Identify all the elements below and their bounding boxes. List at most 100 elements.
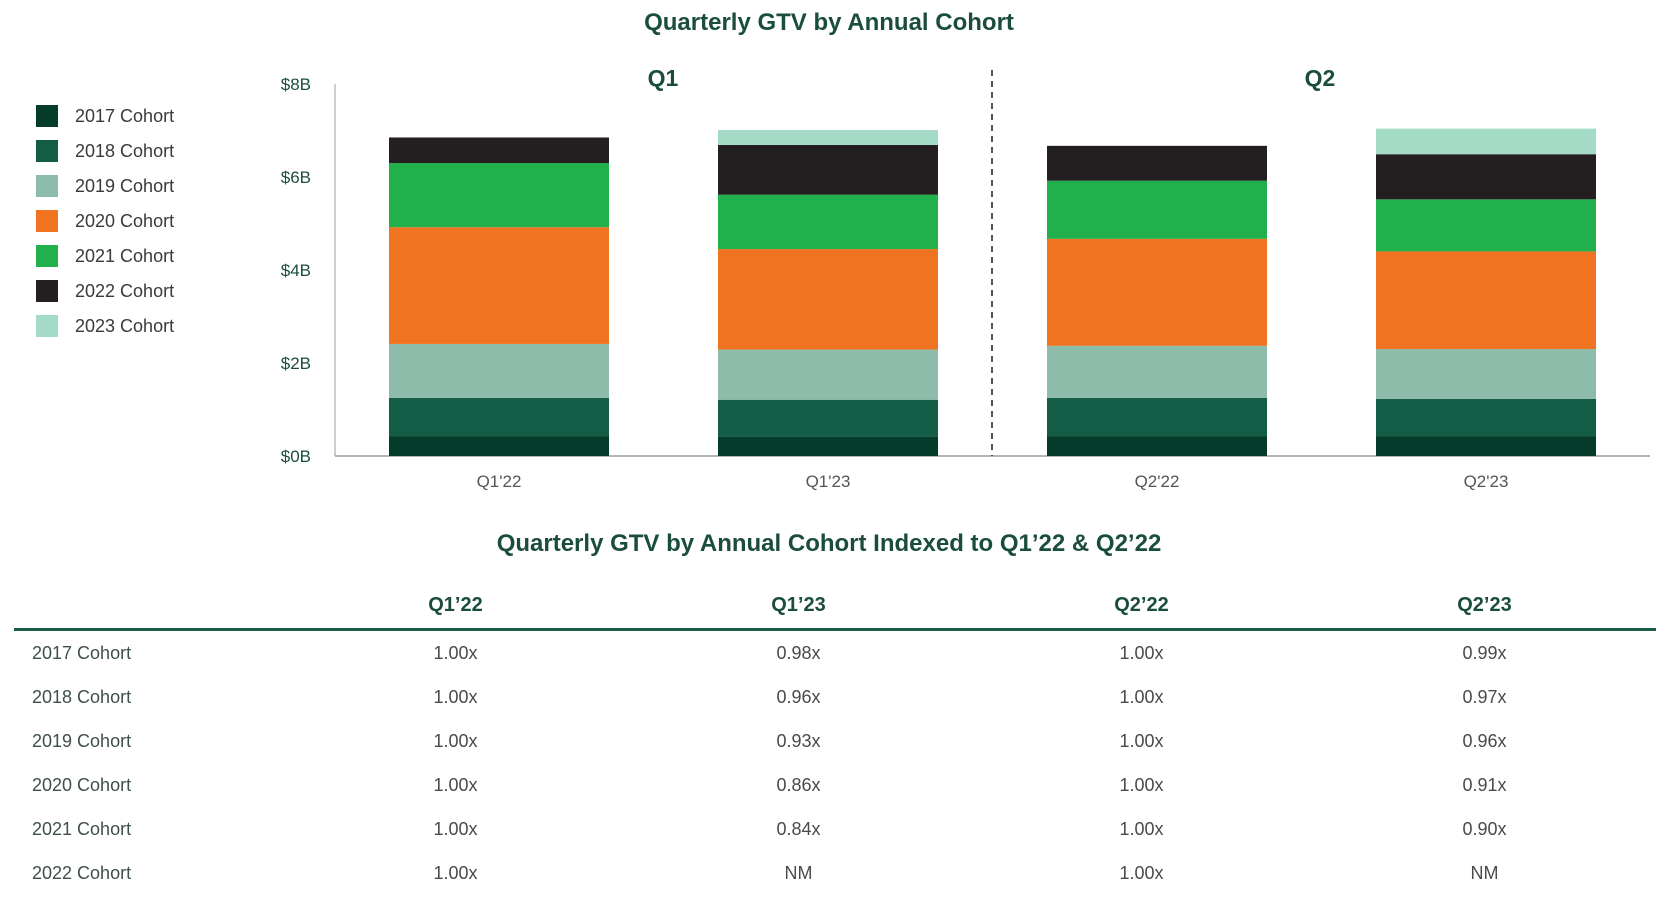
- table-cell: NM: [784, 862, 813, 883]
- table-cell: 1.00x: [433, 642, 478, 663]
- table-cell: NM: [1470, 862, 1499, 883]
- legend-swatch: [36, 175, 58, 197]
- bar-segment: [1376, 436, 1596, 456]
- table-cell: 1.00x: [1119, 818, 1164, 839]
- table-cell: 0.96x: [1462, 730, 1507, 751]
- table-cell: 1.00x: [433, 862, 478, 883]
- bar-segment: [389, 137, 609, 164]
- legend-label: 2018 Cohort: [75, 141, 174, 161]
- x-axis-ticks: Q1'22 Q1'23 Q2'22 Q2'23: [477, 472, 1509, 491]
- column-header: Q2’23: [1313, 582, 1656, 631]
- table-row: 2022 Cohort 1.00x NM 1.00x NM: [14, 851, 1656, 895]
- x-tick-label: Q2'22: [1135, 472, 1180, 491]
- bar-segment: [1376, 199, 1596, 252]
- table-cell: 0.98x: [776, 642, 821, 663]
- row-label: 2017 Cohort: [32, 642, 132, 663]
- bar-segment: [389, 397, 609, 437]
- bar-segment: [1376, 251, 1596, 350]
- table-cell: 1.00x: [1119, 774, 1164, 795]
- row-label: 2019 Cohort: [32, 730, 132, 751]
- table-cell: 0.86x: [776, 774, 821, 795]
- bar-segment: [389, 436, 609, 456]
- legend-swatch: [36, 280, 58, 302]
- table-row: 2018 Cohort 1.00x 0.96x 1.00x 0.97x: [14, 675, 1656, 719]
- legend-label: 2017 Cohort: [75, 106, 174, 126]
- table-cell: 0.90x: [1462, 818, 1507, 839]
- legend-label: 2023 Cohort: [75, 316, 174, 336]
- legend-label: 2021 Cohort: [75, 246, 174, 266]
- legend: 2017 Cohort 2018 Cohort 2019 Cohort 2020 Co…: [36, 105, 174, 337]
- table-row: 2019 Cohort 1.00x 0.93x 1.00x 0.96x: [14, 719, 1656, 763]
- bar-segment: [718, 249, 938, 350]
- table-cell: 1.00x: [433, 774, 478, 795]
- bar-segment: [718, 194, 938, 250]
- bar-segment: [1047, 436, 1267, 456]
- y-tick-label: $0B: [281, 447, 311, 466]
- legend-swatch: [36, 140, 58, 162]
- x-tick-label: Q2'23: [1464, 472, 1509, 491]
- bar-segment: [718, 349, 938, 400]
- column-header: Q1’22: [284, 582, 627, 631]
- bar-segment: [1047, 397, 1267, 437]
- bar-segment: [718, 436, 938, 456]
- bar-segment: [1376, 128, 1596, 155]
- table-cell: 1.00x: [1119, 730, 1164, 751]
- table-cell: 1.00x: [1119, 686, 1164, 707]
- row-label: 2022 Cohort: [32, 862, 132, 883]
- table-title: Quarterly GTV by Annual Cohort Indexed t…: [496, 530, 1162, 557]
- table-cell: 1.00x: [1119, 642, 1164, 663]
- y-tick-label: $8B: [281, 75, 311, 94]
- y-tick-label: $6B: [281, 168, 311, 187]
- table-cell: 1.00x: [1119, 862, 1164, 883]
- table-cell: 1.00x: [433, 686, 478, 707]
- legend-swatch: [36, 105, 58, 127]
- row-label: 2020 Cohort: [32, 774, 132, 795]
- chart-title: Quarterly GTV by Annual Cohort: [644, 9, 1014, 36]
- column-header: Q1’23: [627, 582, 970, 631]
- legend-label: 2019 Cohort: [75, 176, 174, 196]
- table-cell: 1.00x: [433, 730, 478, 751]
- bar-segment: [1047, 145, 1267, 181]
- x-tick-label: Q1'22: [477, 472, 522, 491]
- y-tick-label: $2B: [281, 354, 311, 373]
- table-cell: 0.97x: [1462, 686, 1507, 707]
- bars-layer: [389, 128, 1596, 456]
- row-label: 2018 Cohort: [32, 686, 132, 707]
- legend-label: 2022 Cohort: [75, 281, 174, 301]
- indexed-gtv-table: Q1’22 Q1’23 Q2’22 Q2’23 2017 Cohort 1.00…: [14, 582, 1656, 895]
- group-label-q2: Q2: [1305, 65, 1336, 91]
- bar-segment: [1376, 398, 1596, 437]
- bar-segment: [1047, 180, 1267, 239]
- group-label-q1: Q1: [648, 65, 679, 91]
- bar-segment: [718, 144, 938, 195]
- table-row: 2021 Cohort 1.00x 0.84x 1.00x 0.90x: [14, 807, 1656, 851]
- table-cell: 0.91x: [1462, 774, 1507, 795]
- legend-swatch: [36, 315, 58, 337]
- bar-segment: [1376, 349, 1596, 399]
- bar-segment: [718, 130, 938, 145]
- bar-segment: [1047, 238, 1267, 346]
- stacked-bar-chart: Quarterly GTV by Annual Cohort Q1 Q2 $0B…: [36, 9, 1650, 491]
- bar-segment: [389, 227, 609, 344]
- table-row: 2017 Cohort 1.00x 0.98x 1.00x 0.99x: [14, 630, 1656, 676]
- bar-segment: [718, 399, 938, 437]
- bar-segment: [389, 343, 609, 398]
- x-tick-label: Q1'23: [806, 472, 851, 491]
- legend-swatch: [36, 245, 58, 267]
- bar-segment: [389, 163, 609, 228]
- y-axis-ticks: $0B $2B $4B $6B $8B: [281, 75, 311, 466]
- legend-swatch: [36, 210, 58, 232]
- legend-label: 2020 Cohort: [75, 211, 174, 231]
- header-blank: [14, 582, 284, 631]
- table-cell: 0.99x: [1462, 642, 1507, 663]
- table-cell: 0.96x: [776, 686, 821, 707]
- table-cell: 0.93x: [776, 730, 821, 751]
- column-header: Q2’22: [970, 582, 1313, 631]
- row-label: 2021 Cohort: [32, 818, 132, 839]
- bar-segment: [1047, 345, 1267, 398]
- table-cell: 1.00x: [433, 818, 478, 839]
- y-tick-label: $4B: [281, 261, 311, 280]
- table-cell: 0.84x: [776, 818, 821, 839]
- table-row: 2020 Cohort 1.00x 0.86x 1.00x 0.91x: [14, 763, 1656, 807]
- table-header-row: Q1’22 Q1’23 Q2’22 Q2’23: [14, 582, 1656, 631]
